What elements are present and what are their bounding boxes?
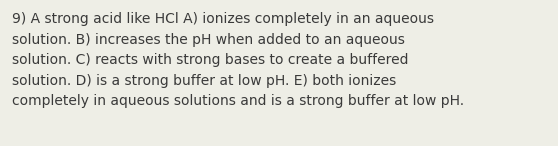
Text: 9) A strong acid like HCl A) ionizes completely in an aqueous
solution. B) incre: 9) A strong acid like HCl A) ionizes com… <box>12 12 464 108</box>
